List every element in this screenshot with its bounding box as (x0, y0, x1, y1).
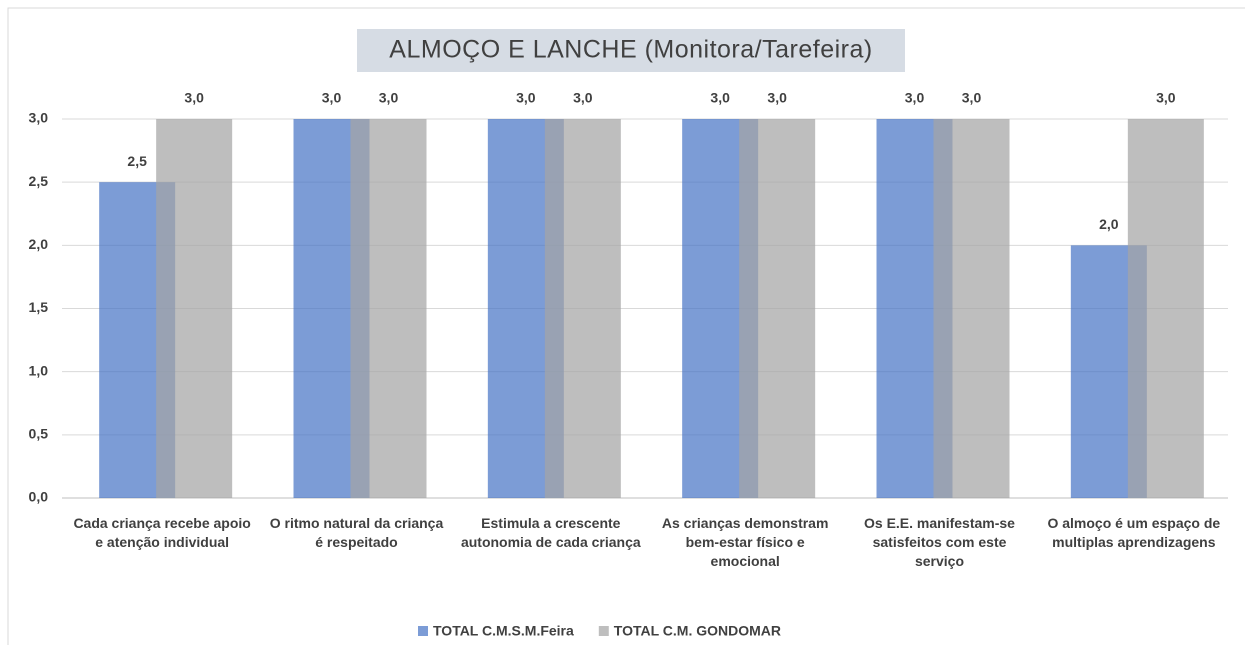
legend-swatch (598, 626, 609, 636)
x-tick-label: O almoço é um espaço de multiplas aprend… (1047, 515, 1221, 550)
y-tick-label: 2,0 (29, 236, 49, 252)
bar (1127, 119, 1204, 498)
data-label: 3,0 (710, 90, 730, 106)
y-tick-label: 3,0 (29, 110, 49, 126)
x-tick-label: As crianças demonstram bem-estar físico … (661, 515, 829, 569)
y-tick-label: 0,5 (29, 426, 49, 442)
data-label: 2,5 (127, 153, 147, 169)
x-tick-label: Os E.E. manifestam-se satisfeitos com es… (864, 515, 1015, 569)
data-label: 3,0 (516, 90, 536, 106)
legend-swatch (418, 626, 428, 636)
data-label: 3,0 (1156, 90, 1176, 106)
x-tick-label: Cada criança recebe apoio e atenção indi… (73, 515, 251, 550)
data-label: 3,0 (184, 90, 204, 106)
bar (350, 119, 427, 498)
data-label: 3,0 (905, 90, 925, 106)
data-label: 3,0 (379, 90, 399, 106)
legend-label: TOTAL C.M.S.M.Feira (433, 623, 574, 639)
y-tick-label: 1,5 (29, 299, 49, 315)
bar (156, 119, 233, 498)
data-label: 3,0 (573, 90, 593, 106)
x-tick-label: Estimula a crescente autonomia de cada c… (460, 515, 641, 550)
data-label: 3,0 (767, 90, 787, 106)
legend-label: TOTAL C.M. GONDOMAR (614, 623, 781, 639)
bar (933, 119, 1010, 498)
chart-title: ALMOÇO E LANCHE (Monitora/Tarefeira) (389, 36, 872, 64)
bar (739, 119, 816, 498)
bar (544, 119, 621, 498)
data-label: 3,0 (322, 90, 342, 106)
y-tick-label: 2,5 (29, 173, 49, 189)
data-label: 3,0 (962, 90, 982, 106)
data-label: 2,0 (1099, 216, 1119, 232)
chart-frame (7, 7, 1245, 645)
title-box (357, 29, 905, 72)
y-tick-label: 1,0 (29, 362, 49, 378)
x-tick-label: O ritmo natural da criança é respeitado (269, 515, 444, 550)
y-tick-label: 0,0 (29, 489, 49, 505)
